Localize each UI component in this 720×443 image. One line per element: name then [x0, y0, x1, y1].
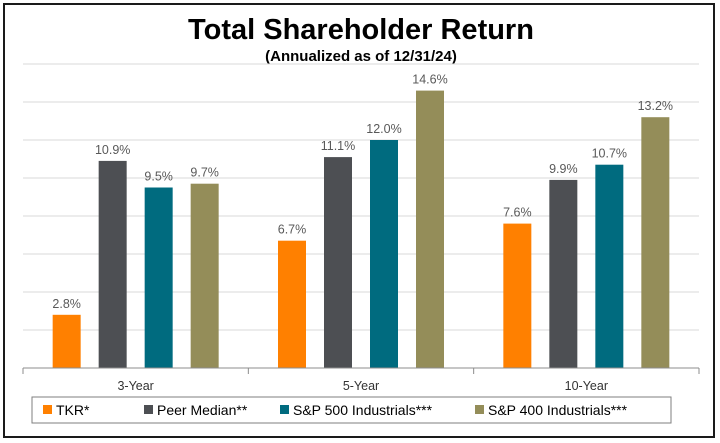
- data-label: 12.0%: [366, 122, 401, 136]
- chart-title: Total Shareholder Return: [188, 14, 534, 46]
- bar: [416, 90, 444, 368]
- data-labels: 2.8% 10.9% 9.5% 9.7% 6.7% 11.1% 12.0% 14.6% 7.6%…: [52, 73, 673, 311]
- bar: [595, 164, 624, 368]
- legend-swatch: [43, 405, 52, 414]
- bar: [144, 187, 173, 368]
- legend-label: Peer Median**: [157, 402, 248, 418]
- bar: [549, 179, 578, 368]
- data-label: 7.6%: [503, 206, 532, 220]
- chart-frame: Total Shareholder Return (Annualized as …: [3, 3, 715, 438]
- legend-label: TKR*: [56, 402, 90, 418]
- bar: [98, 160, 127, 368]
- legend-swatch: [280, 405, 289, 414]
- data-label: 10.7%: [592, 147, 627, 161]
- x-tick-label: 5-Year: [343, 379, 379, 393]
- x-axis: 3-Year 5-Year 10-Year: [22, 367, 700, 393]
- bar: [52, 314, 81, 368]
- data-label: 9.9%: [549, 162, 578, 176]
- x-tick-label: 10-Year: [565, 379, 608, 393]
- legend-label: S&P 400 Industrials***: [488, 402, 628, 418]
- chart-svg: Total Shareholder Return (Annualized as …: [22, 14, 700, 424]
- data-label: 9.5%: [144, 170, 173, 184]
- legend-swatch: [475, 405, 484, 414]
- data-label: 11.1%: [321, 139, 356, 153]
- data-label: 13.2%: [638, 99, 673, 113]
- data-label: 2.8%: [52, 297, 81, 311]
- x-tick-label: 3-Year: [117, 379, 153, 393]
- bar: [278, 240, 306, 368]
- data-label: 9.7%: [190, 166, 219, 180]
- legend: TKR* Peer Median** S&P 500 Industrials*** S…: [43, 402, 628, 418]
- data-label: 14.6%: [412, 73, 447, 87]
- legend-box: [31, 396, 672, 424]
- chart-subtitle: (Annualized as of 12/31/24): [265, 48, 457, 65]
- bar: [190, 183, 219, 368]
- legend-label: S&P 500 Industrials***: [293, 402, 433, 418]
- legend-swatch: [144, 405, 153, 414]
- bar: [370, 140, 398, 368]
- gridlines: [23, 63, 699, 331]
- bar: [503, 223, 532, 368]
- data-label: 10.9%: [95, 143, 130, 157]
- bar: [641, 117, 670, 368]
- bars: [52, 90, 670, 368]
- bar: [324, 157, 352, 368]
- data-label: 6.7%: [278, 223, 307, 237]
